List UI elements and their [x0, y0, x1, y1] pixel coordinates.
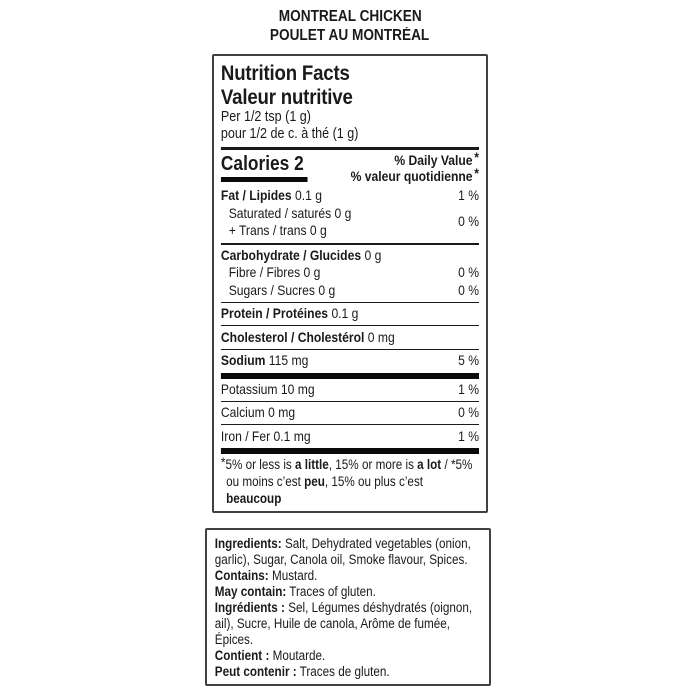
- serving-size-en: Per 1/2 tsp (1 g): [220, 109, 311, 125]
- fibre-dv: 0 %: [458, 264, 479, 280]
- carbohydrate-label: Carbohydrate / Glucides 0 g: [220, 246, 382, 263]
- contains-fr: Contient : Moutarde.: [214, 648, 326, 663]
- saturated-trans-row: Saturated / saturés 0 g + Trans / trans 0 …: [221, 205, 479, 240]
- rule-thin: [220, 325, 479, 326]
- rule-thin: [220, 348, 479, 350]
- may-contain-fr: Peut contenir : Traces de gluten.: [214, 664, 390, 679]
- calories-row: Calories 2 % Daily Value * % valeur quoti…: [220, 149, 479, 185]
- potassium-label: Potassium 10 mg: [220, 380, 315, 397]
- may-contain-en: May contain: Traces of gluten.: [214, 584, 376, 599]
- trans-label: + Trans / trans 0 g: [228, 222, 327, 238]
- rule-heavy-sodium: [220, 372, 479, 379]
- iron-row: Iron / Fer 0.1 mg 1 %: [221, 428, 479, 446]
- nutrition-facts-content: Nutrition Facts Valeur nutritive Per 1/2…: [214, 56, 486, 507]
- fat-dv: 1 %: [458, 187, 479, 203]
- potassium-dv: 1 %: [458, 380, 479, 397]
- daily-value-header: % Daily Value * % valeur quotidienne *: [350, 149, 479, 185]
- saturated-trans-dv: 0 %: [458, 213, 479, 230]
- product-name-fr: POULET AU MONTRÉAL: [270, 27, 430, 44]
- calcium-label: Calcium 0 mg: [220, 404, 296, 420]
- rule-thick-header: [220, 147, 479, 150]
- rule-thin: [220, 424, 479, 425]
- calcium-row: Calcium 0 mg 0 %: [221, 404, 479, 422]
- product-title: MONTREAL CHICKEN POULET AU MONTRÉAL: [0, 7, 700, 45]
- rule-thin: [220, 301, 479, 303]
- daily-value-star: *: [474, 164, 479, 181]
- daily-value-text-fr: % valeur quotidienne: [350, 167, 473, 184]
- ingredients-panel: Ingredients: Salt, Dehydrated vegetables…: [205, 528, 491, 686]
- fat-label: Fat / Lipides 0.1 g: [220, 187, 323, 203]
- nutrition-facts-panel: Nutrition Facts Valeur nutritive Per 1/2…: [212, 54, 488, 513]
- sodium-dv: 5 %: [458, 352, 479, 368]
- calories-label: Calories 2: [220, 153, 308, 182]
- cholesterol-label: Cholesterol / Cholestérol 0 mg: [220, 328, 395, 345]
- sugars-row: Sugars / Sucres 0 g 0 %: [221, 282, 479, 300]
- protein-row: Protein / Protéines 0.1 g: [221, 305, 479, 323]
- serving-size-fr: pour 1/2 de c. à thé (1 g): [220, 126, 359, 142]
- saturated-trans-labels: Saturated / saturés 0 g + Trans / trans 0 …: [221, 204, 352, 240]
- nft-title-fr: Valeur nutritive: [220, 85, 353, 109]
- calories-cell: Calories 2: [220, 153, 308, 182]
- cholesterol-row: Cholesterol / Cholestérol 0 mg: [221, 329, 479, 347]
- fat-row: Fat / Lipides 0.1 g 1 %: [221, 187, 479, 205]
- protein-label: Protein / Protéines 0.1 g: [220, 305, 359, 321]
- ingredients-fr: Ingrédients : Sel, Légumes déshydratés (…: [214, 600, 473, 647]
- fibre-row: Fibre / Fibres 0 g 0 %: [221, 264, 479, 282]
- calcium-dv: 0 %: [458, 404, 479, 420]
- sodium-label: Sodium 115 mg: [220, 352, 309, 368]
- ingredients-content: Ingredients: Salt, Dehydrated vegetables…: [207, 530, 489, 684]
- sodium-row: Sodium 115 mg 5 %: [221, 352, 479, 370]
- fibre-label: Fibre / Fibres 0 g: [228, 264, 321, 280]
- daily-value-text-en: % Daily Value: [394, 152, 473, 168]
- nft-title-en: Nutrition Facts: [220, 61, 350, 85]
- rule-heavy-bottom: [220, 448, 479, 454]
- daily-value-star: *: [474, 149, 479, 165]
- sugars-dv: 0 %: [458, 281, 479, 298]
- saturated-label: Saturated / saturés 0 g: [228, 204, 352, 221]
- daily-value-header-fr: % valeur quotidienne *: [350, 165, 479, 185]
- iron-dv: 1 %: [458, 427, 479, 444]
- daily-value-header-en: % Daily Value *: [351, 149, 479, 169]
- ingredients-en: Ingredients: Salt, Dehydrated vegetables…: [214, 536, 471, 567]
- potassium-row: Potassium 10 mg 1 %: [221, 381, 479, 399]
- product-name-en: MONTREAL CHICKEN: [278, 8, 422, 25]
- sugars-label: Sugars / Sucres 0 g: [228, 281, 336, 298]
- contains-en: Contains: Mustard.: [214, 568, 318, 583]
- rule-medium-carb: [220, 242, 479, 245]
- daily-value-footnote: *5% or less is a little, 15% or more is …: [220, 455, 473, 506]
- footnote-star: *: [220, 455, 226, 470]
- iron-label: Iron / Fer 0.1 mg: [220, 427, 311, 444]
- rule-thin: [220, 400, 479, 402]
- carbohydrate-row: Carbohydrate / Glucides 0 g: [221, 247, 479, 265]
